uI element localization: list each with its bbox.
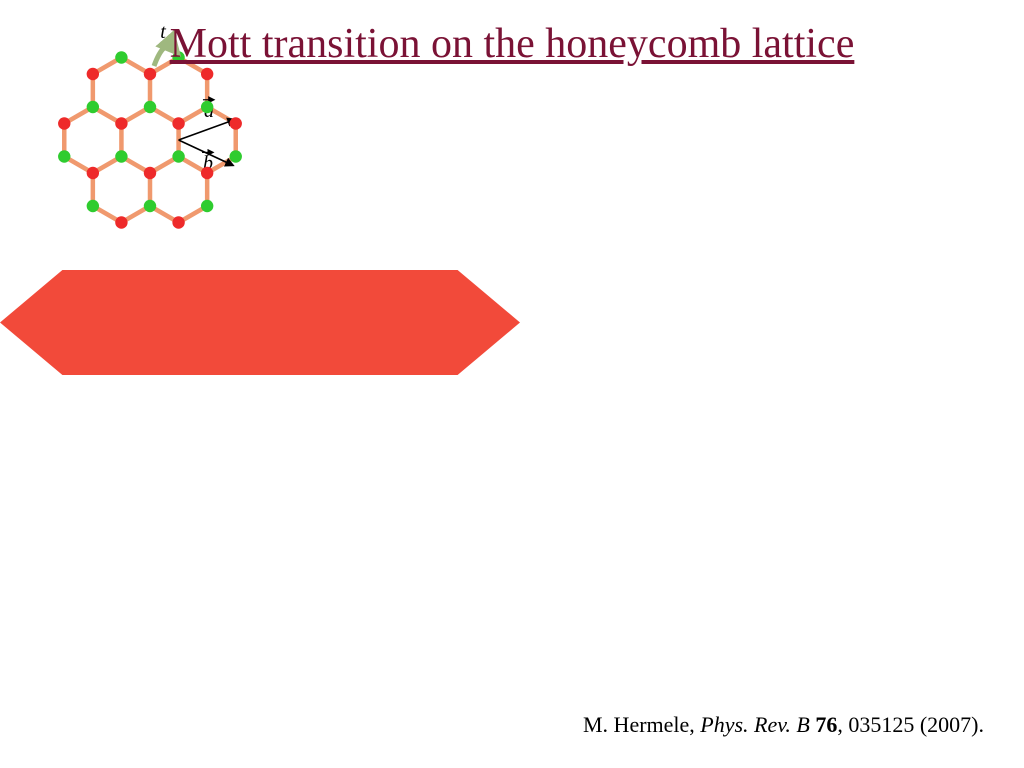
citation-volume: 76 xyxy=(815,712,837,737)
citation: M. Hermele, Phys. Rev. B 76, 035125 (200… xyxy=(583,712,984,738)
red-hexagon xyxy=(0,270,520,375)
slide-title: Mott transition on the honeycomb lattice xyxy=(0,20,1024,68)
red-hexagon-svg xyxy=(0,270,520,375)
citation-journal: Phys. Rev. B xyxy=(700,712,815,737)
citation-author: M. Hermele, xyxy=(583,712,700,737)
citation-rest: , 035125 (2007). xyxy=(837,712,984,737)
